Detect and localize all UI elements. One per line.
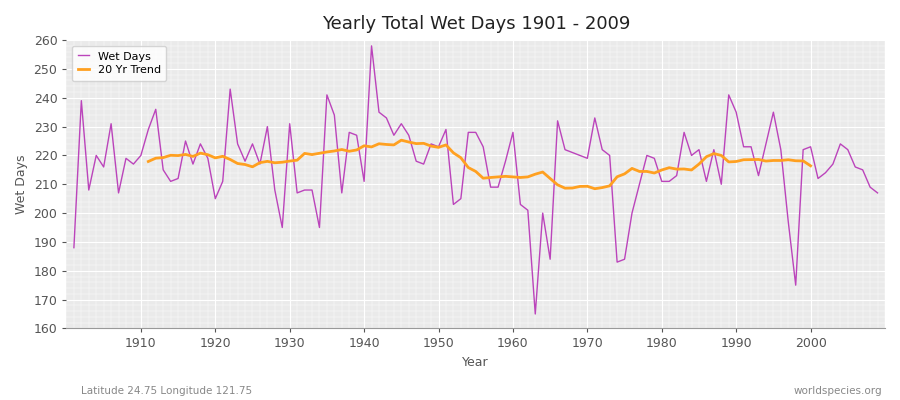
Wet Days: [366, 44, 377, 48]
Text: worldspecies.org: worldspecies.org: [794, 386, 882, 396]
X-axis label: Year: Year: [463, 356, 489, 369]
Wet Days: [515, 202, 526, 207]
Line: 20 Yr Trend: 20 Yr Trend: [148, 140, 811, 189]
20 Yr Trend: [396, 138, 407, 142]
Wet Days: [530, 312, 541, 316]
20 Yr Trend: [143, 159, 154, 164]
Legend: Wet Days, 20 Yr Trend: Wet Days, 20 Yr Trend: [72, 46, 166, 81]
Y-axis label: Wet Days: Wet Days: [15, 154, 28, 214]
20 Yr Trend: [590, 186, 600, 191]
Wet Days: [612, 260, 623, 264]
Wet Days: [128, 162, 139, 166]
Wet Days: [872, 190, 883, 195]
Wet Days: [292, 190, 302, 195]
Wet Days: [337, 190, 347, 195]
Wet Days: [68, 245, 79, 250]
20 Yr Trend: [790, 158, 801, 163]
20 Yr Trend: [708, 151, 719, 156]
Line: Wet Days: Wet Days: [74, 46, 878, 314]
20 Yr Trend: [232, 161, 243, 166]
Title: Yearly Total Wet Days 1901 - 2009: Yearly Total Wet Days 1901 - 2009: [321, 15, 630, 33]
20 Yr Trend: [724, 160, 734, 164]
20 Yr Trend: [344, 149, 355, 154]
Text: Latitude 24.75 Longitude 121.75: Latitude 24.75 Longitude 121.75: [81, 386, 252, 396]
20 Yr Trend: [806, 164, 816, 168]
20 Yr Trend: [619, 172, 630, 176]
Wet Days: [508, 130, 518, 135]
